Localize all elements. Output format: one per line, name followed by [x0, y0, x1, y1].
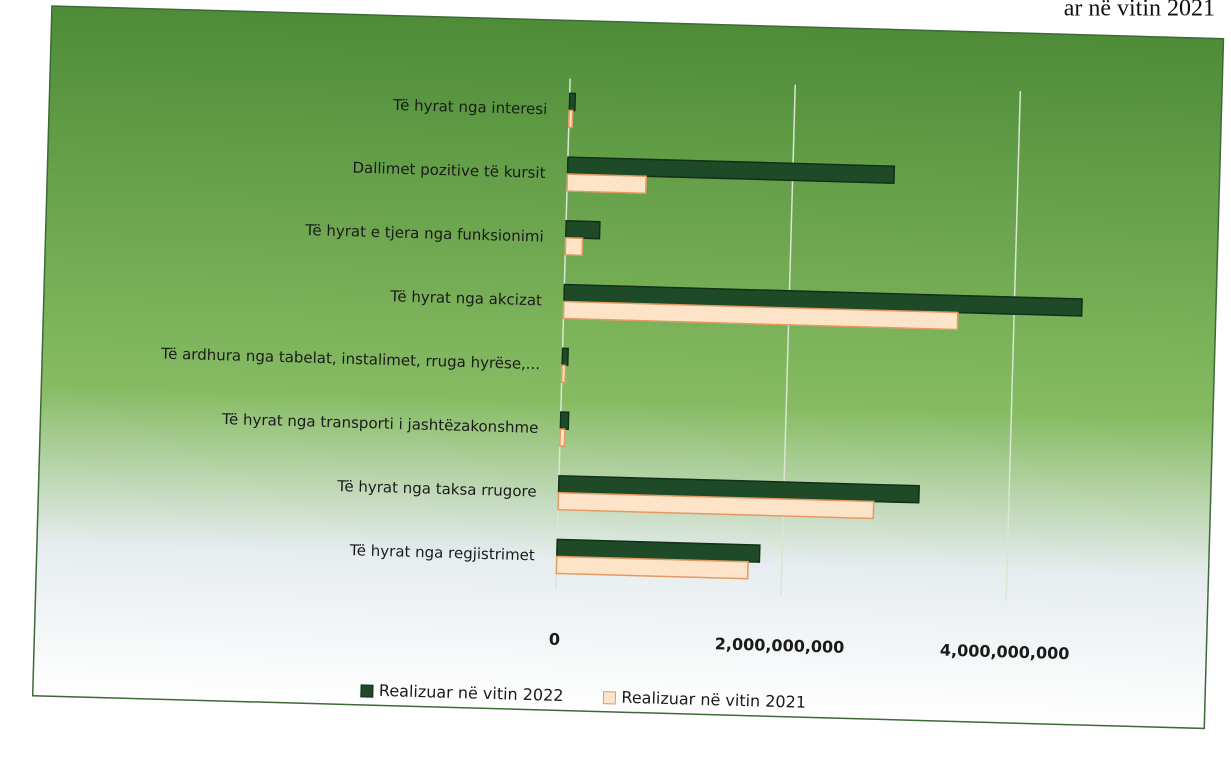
- y-tick-label: Të hyrat nga akcizat: [389, 287, 542, 309]
- bar: [557, 491, 875, 520]
- chart-area: 0 2,000,000,000 4,000,000,000 Të hyrat nga …: [31, 5, 1225, 730]
- legend-swatch: [602, 691, 617, 705]
- bar: [564, 237, 584, 257]
- grid-line: [1005, 91, 1022, 601]
- bar: [561, 347, 569, 367]
- title-fragment: ar në vitin 2021: [1064, 0, 1215, 22]
- bar: [559, 411, 570, 430]
- bar: [566, 173, 648, 195]
- x-tick-label: 0: [549, 630, 561, 649]
- chart-frame: [31, 5, 1225, 730]
- y-tick-label: Të hyrat nga taksa rrugore: [336, 477, 537, 501]
- bar: [567, 109, 574, 129]
- bar: [564, 220, 601, 240]
- y-tick-label: Dallimet pozitive të kursit: [352, 159, 546, 182]
- bar: [559, 428, 566, 447]
- y-tick-label: Të hyrat nga interesi: [392, 96, 548, 118]
- bar: [560, 364, 567, 384]
- bar: [566, 156, 896, 184]
- bar: [562, 300, 959, 331]
- x-tick-label: 2,000,000,000: [715, 634, 845, 657]
- x-tick-label: 4,000,000,000: [940, 641, 1070, 664]
- bar: [555, 555, 749, 580]
- legend-swatch: [360, 684, 374, 698]
- bar: [568, 92, 577, 112]
- y-tick-label: Të hyrat nga regjistrimet: [349, 541, 536, 564]
